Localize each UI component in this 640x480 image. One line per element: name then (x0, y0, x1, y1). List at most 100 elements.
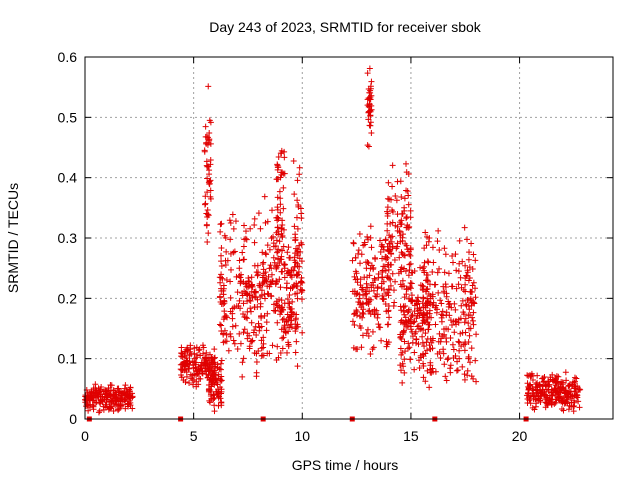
data-point (562, 369, 569, 376)
data-point (207, 195, 214, 202)
data-point (394, 240, 401, 247)
data-point (218, 301, 225, 308)
data-point (450, 346, 457, 353)
data-point (440, 350, 447, 357)
data-point (253, 373, 260, 380)
data-point (422, 350, 429, 357)
data-point (184, 360, 191, 367)
data-point (371, 311, 378, 318)
data-point (207, 140, 214, 147)
data-point (278, 297, 285, 304)
data-point (380, 246, 387, 253)
data-point (255, 320, 262, 327)
data-point (351, 322, 358, 329)
data-point (551, 400, 558, 407)
data-point (264, 350, 271, 357)
data-point (111, 392, 118, 399)
data-point (401, 338, 408, 345)
data-point (405, 201, 412, 208)
data-point (442, 251, 449, 258)
data-point (222, 312, 229, 319)
tick-labels: 0 0.1 0.2 0.3 0.4 0.5 0.6 0 5 10 15 20 (58, 49, 528, 444)
data-point (364, 70, 371, 77)
data-point (462, 262, 469, 269)
data-point (429, 337, 436, 344)
data-point (389, 244, 396, 251)
data-point (266, 246, 273, 253)
data-point (526, 385, 533, 392)
data-point (455, 338, 462, 345)
data-point (258, 287, 265, 294)
data-point (426, 281, 433, 288)
data-point (208, 355, 215, 362)
data-point (573, 375, 580, 382)
data-point (282, 328, 289, 335)
data-point (465, 355, 472, 362)
data-point (384, 274, 391, 281)
data-point (548, 389, 555, 396)
data-point (284, 249, 291, 256)
data-point (259, 249, 266, 256)
data-point (221, 232, 228, 239)
data-point (115, 400, 122, 407)
data-point (441, 331, 448, 338)
data-point (401, 327, 408, 334)
data-point (422, 378, 429, 385)
data-point (459, 363, 466, 370)
data-point (571, 402, 578, 409)
data-point (382, 301, 389, 308)
data-point (461, 224, 468, 231)
data-point (386, 248, 393, 255)
data-point (275, 215, 282, 222)
data-point (555, 373, 562, 380)
data-point (281, 261, 288, 268)
y-tick-label: 0.3 (58, 230, 78, 246)
data-point (426, 384, 433, 391)
data-point (277, 284, 284, 291)
data-point (379, 269, 386, 276)
data-point (374, 314, 381, 321)
data-point (389, 219, 396, 226)
data-point (464, 367, 471, 374)
data-point (229, 211, 236, 218)
data-point (403, 213, 410, 220)
data-point (279, 316, 286, 323)
data-point (366, 65, 373, 72)
data-point (292, 349, 299, 356)
data-point (274, 194, 281, 201)
data-point (401, 356, 408, 363)
data-point (241, 222, 248, 229)
data-point (438, 300, 445, 307)
plot-frame (84, 56, 614, 420)
data-point (281, 274, 288, 281)
y-tick-label: 0 (69, 411, 77, 427)
data-point (453, 267, 460, 274)
data-point (354, 346, 361, 353)
data-point (456, 355, 463, 362)
data-point (529, 385, 536, 392)
data-point (203, 162, 210, 169)
data-point (462, 339, 469, 346)
data-point (462, 288, 469, 295)
data-point (288, 305, 295, 312)
data-point (205, 230, 212, 237)
data-point (197, 362, 204, 369)
data-point (405, 345, 412, 352)
data-point (370, 264, 377, 271)
data-point (236, 265, 243, 272)
data-point (400, 328, 407, 335)
data-point (296, 164, 303, 171)
data-point (286, 254, 293, 261)
data-point (229, 323, 236, 330)
data-point (252, 289, 259, 296)
data-point (386, 232, 393, 239)
data-point (472, 257, 479, 264)
data-point (421, 343, 428, 350)
data-point (466, 306, 473, 313)
data-point (445, 301, 452, 308)
data-point (272, 308, 279, 315)
data-point (265, 291, 272, 298)
data-point (197, 366, 204, 373)
data-point (398, 249, 405, 256)
data-point (298, 286, 305, 293)
